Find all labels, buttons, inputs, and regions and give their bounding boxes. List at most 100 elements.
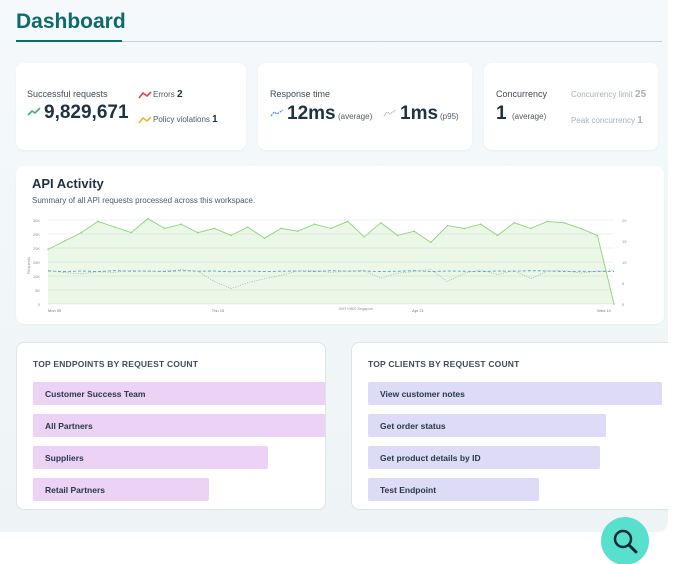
y2-tick-label: 10 — [622, 260, 627, 265]
endpoint-bar[interactable]: Retail Partners — [33, 478, 209, 501]
errors-stat: Errors 2 — [153, 89, 183, 100]
top-clients-card: TOP CLIENTS BY REQUEST COUNT View custom… — [351, 342, 668, 510]
timezone-label: GMT+0800 Singapore — [339, 307, 374, 311]
trend-up-icon — [27, 107, 41, 116]
data-point — [47, 248, 49, 251]
series-line — [47, 270, 614, 273]
api-activity-subtitle: Summary of all API requests processed ac… — [32, 196, 256, 205]
y-tick-label: 5K — [35, 288, 40, 293]
data-point — [280, 227, 282, 230]
endpoint-bar[interactable]: All Partners — [33, 414, 325, 437]
y2-tick-label: 20 — [622, 218, 627, 223]
response-label: Response time — [270, 89, 331, 99]
search-icon — [613, 529, 638, 554]
data-point — [130, 231, 133, 234]
errors-value: 2 — [177, 89, 183, 100]
p95-trend-icon — [383, 109, 397, 117]
peak-concurrency-label: Peak concurrency — [571, 116, 636, 125]
data-point — [463, 227, 465, 230]
concurrency-label: Concurrency — [496, 89, 548, 99]
concurrency-limit-value: 25 — [635, 89, 647, 100]
data-point — [480, 223, 482, 225]
y-tick-label: 30K — [33, 218, 40, 223]
policy-value: 1 — [212, 114, 218, 125]
data-point — [246, 226, 249, 228]
data-point — [113, 226, 116, 228]
data-point — [363, 236, 366, 238]
client-label: Get product details by ID — [380, 452, 481, 463]
data-point — [446, 224, 449, 227]
policy-trend-icon — [138, 116, 152, 124]
x-tick-label: Wed 10 — [597, 308, 611, 313]
policy-label: Policy violations — [153, 115, 210, 124]
api-activity-title: API Activity — [32, 176, 104, 191]
top-endpoints-title: TOP ENDPOINTS BY REQUEST COUNT — [33, 359, 199, 369]
p95-response-label: (p95) — [440, 112, 459, 121]
requests-label: Successful requests — [27, 89, 108, 99]
series-area — [48, 218, 614, 304]
client-bar[interactable]: Get order status — [368, 414, 606, 437]
data-point — [529, 227, 532, 230]
endpoint-label: Suppliers — [45, 452, 84, 463]
x-tick-label: Thu 15 — [212, 308, 225, 313]
endpoint-label: All Partners — [45, 420, 93, 431]
data-point — [80, 231, 83, 234]
top-clients-title: TOP CLIENTS BY REQUEST COUNT — [368, 359, 520, 369]
data-point — [546, 220, 549, 223]
y-tick-label: 25K — [33, 232, 40, 237]
y2-tick-label: 0 — [622, 302, 625, 307]
endpoint-bar[interactable]: Suppliers — [33, 446, 268, 469]
top-endpoints-card: TOP ENDPOINTS BY REQUEST COUNT Customer … — [16, 342, 326, 510]
p95-response-value: 1ms — [400, 103, 439, 124]
data-point — [63, 240, 66, 242]
data-point — [263, 237, 266, 239]
y2-tick-label: 15 — [622, 239, 627, 244]
peak-concurrency-value: 1 — [637, 115, 643, 126]
concurrency-value-label: (average) — [512, 112, 547, 121]
x-tick-label: Apr 21 — [412, 308, 425, 313]
api-activity-chart[interactable]: 0 5K 10K 15K 20K 25K 30K 0 5 10 15 20 Requests Mon 05… — [16, 214, 664, 324]
client-bar[interactable]: Get product details by ID — [368, 446, 600, 469]
data-point — [396, 234, 399, 237]
concurrency-value: 1 — [496, 103, 507, 124]
data-point — [296, 230, 299, 232]
endpoint-bar[interactable]: Customer Success Team — [33, 382, 325, 405]
client-bar[interactable]: Test Endpoint — [368, 478, 539, 501]
search-fab-button[interactable] — [601, 517, 649, 564]
x-tick-label: Mon 05 — [48, 308, 62, 313]
y-tick-label: 20K — [33, 246, 40, 251]
data-point — [230, 234, 232, 237]
client-label: Test Endpoint — [380, 484, 437, 495]
data-point — [313, 223, 316, 225]
client-label: View customer notes — [380, 388, 465, 399]
endpoint-label: Customer Success Team — [45, 388, 146, 399]
requests-card: Successful requests 9,829,671 Errors 2 P… — [16, 63, 246, 150]
data-point — [197, 231, 199, 234]
client-bar[interactable]: View customer notes — [368, 382, 662, 405]
data-point — [330, 227, 332, 230]
y-tick-label: 0 — [38, 302, 41, 307]
data-point — [413, 230, 416, 232]
endpoint-label: Retail Partners — [45, 484, 105, 495]
data-point — [97, 220, 99, 223]
y-axis-label: Requests — [26, 257, 31, 274]
data-point — [163, 227, 166, 230]
data-point — [513, 222, 515, 224]
title-underline — [16, 40, 122, 42]
data-point — [596, 234, 599, 237]
data-point — [563, 222, 565, 224]
concurrency-limit: Concurrency limit 25 — [571, 89, 646, 100]
y-tick-label: 10K — [33, 274, 40, 279]
peak-concurrency: Peak concurrency 1 — [571, 115, 643, 126]
data-point — [613, 303, 615, 305]
concurrency-card: Concurrency 1 (average) Concurrency limi… — [484, 63, 658, 150]
concurrency-limit-label: Concurrency limit — [571, 90, 633, 99]
y-tick-label: 15K — [33, 260, 40, 265]
policy-stat: Policy violations 1 — [153, 114, 218, 125]
data-point — [180, 223, 182, 225]
api-activity-card: API Activity Summary of all API requests… — [16, 166, 664, 324]
data-point — [380, 222, 382, 224]
page-title: Dashboard — [16, 10, 126, 33]
data-point — [213, 227, 216, 230]
client-label: Get order status — [380, 420, 446, 431]
